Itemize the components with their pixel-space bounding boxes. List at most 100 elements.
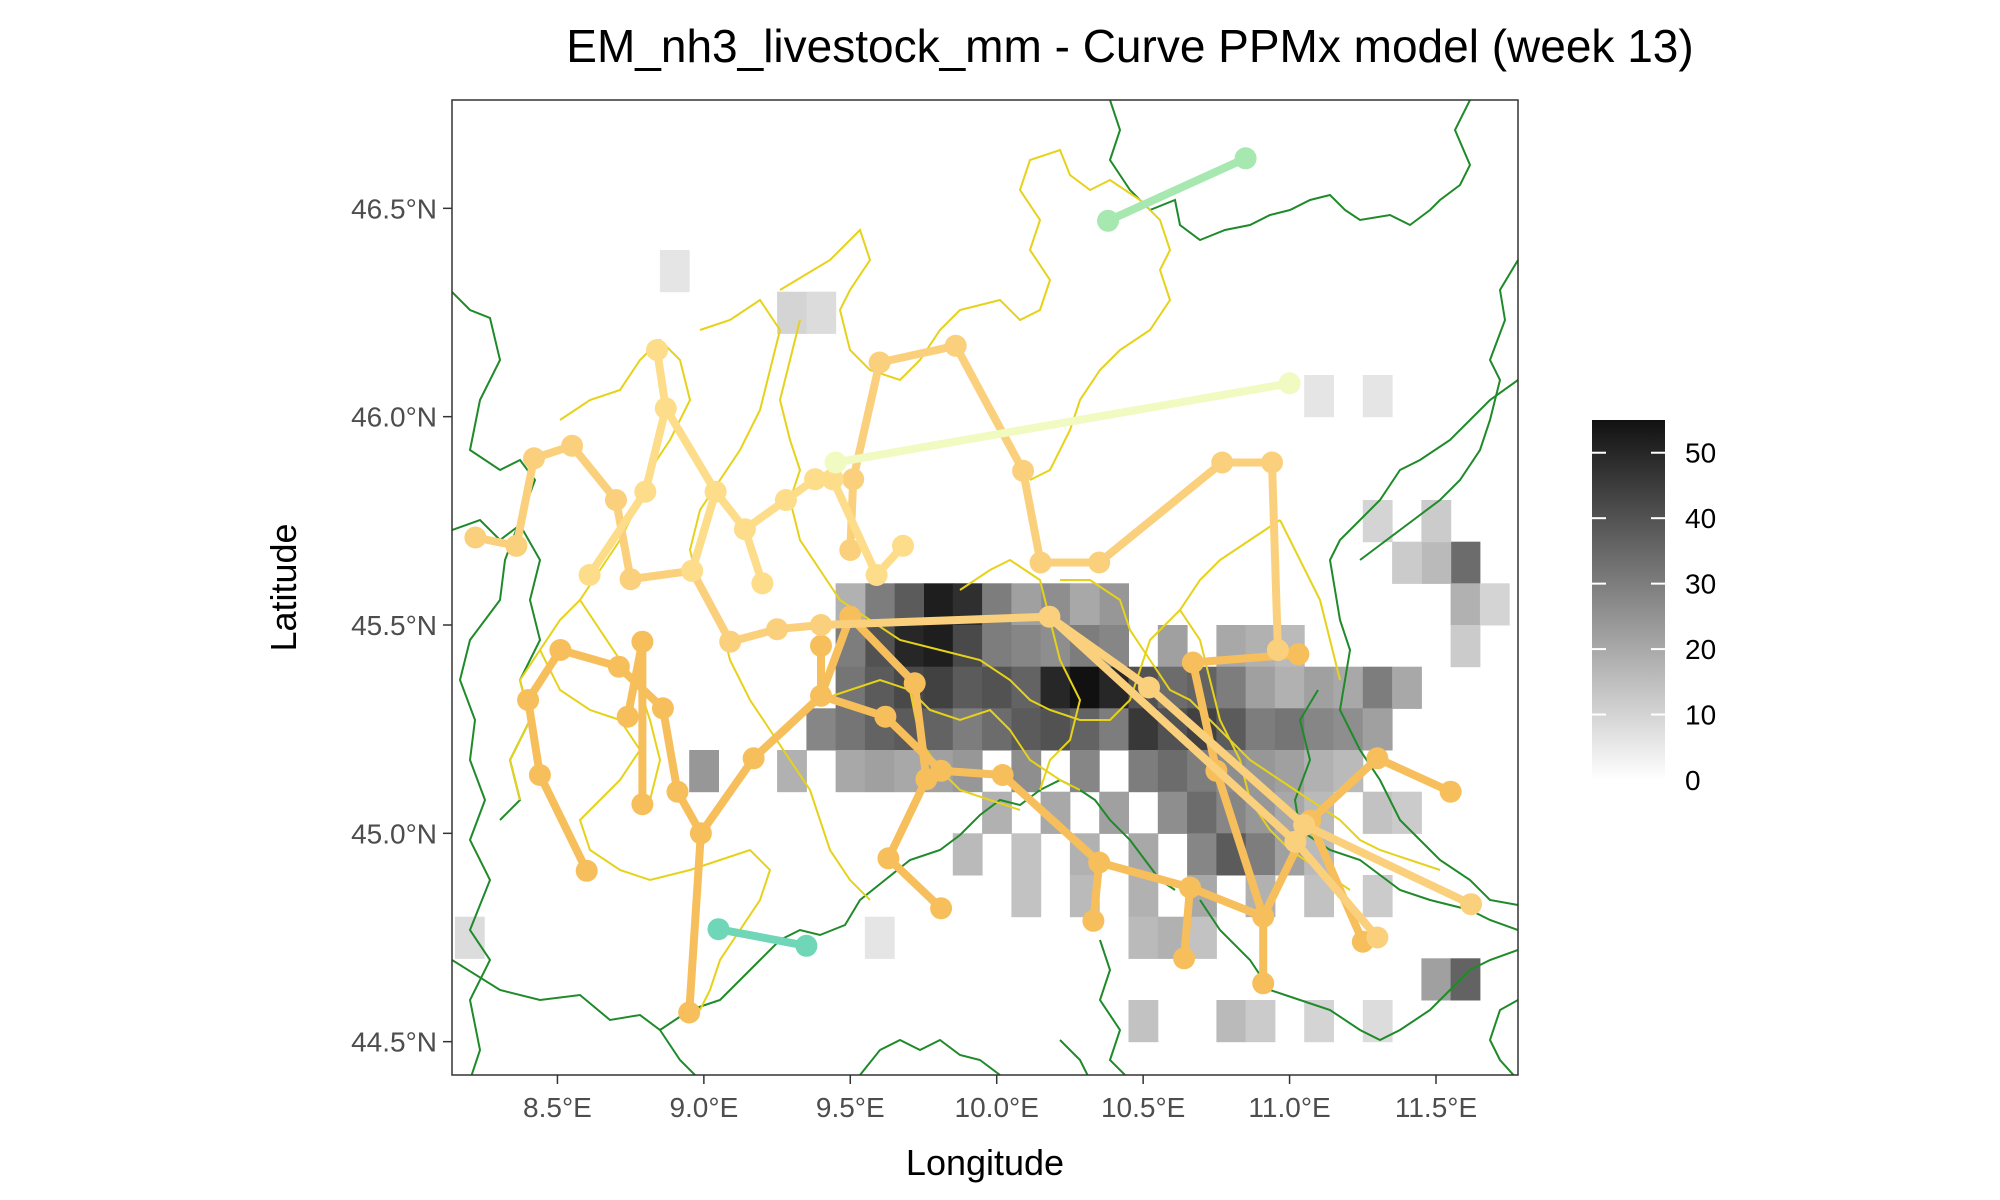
y-tick-label: 45.0°N	[351, 818, 437, 849]
curve-segment	[998, 771, 1104, 867]
curve-point	[810, 634, 832, 657]
curve-point	[842, 468, 865, 491]
curve-segment	[1268, 458, 1282, 654]
curve-point	[868, 351, 891, 374]
curve-point	[704, 480, 727, 503]
heatmap-cell	[864, 666, 895, 709]
y-tick-label: 44.5°N	[351, 1027, 437, 1058]
y-axis-title: Latitude	[263, 523, 304, 651]
curve-segment	[817, 691, 890, 721]
colorbar-tick-label: 40	[1685, 503, 1716, 534]
heatmap-cell	[1245, 666, 1276, 709]
curve-point	[1266, 639, 1289, 661]
heatmap-cell	[1304, 708, 1334, 751]
curve-point	[991, 764, 1014, 786]
curve-series-group	[824, 372, 1301, 474]
colorbar-tick-label: 0	[1685, 765, 1701, 796]
curve-point	[810, 684, 832, 707]
heatmap-cell	[1362, 708, 1393, 751]
outer-region-boundary	[1199, 899, 1518, 1042]
curve-point	[1181, 651, 1204, 674]
curve-segment	[951, 341, 1028, 475]
heatmap-cell	[1274, 708, 1305, 751]
heatmap-cell	[1187, 833, 1217, 876]
curve-point	[523, 447, 545, 470]
curve-point	[707, 918, 730, 941]
heatmap-cell	[777, 291, 807, 334]
heatmap-cell	[982, 625, 1012, 668]
x-tick-label: 9.0°E	[669, 1092, 738, 1123]
curve-point	[646, 339, 668, 361]
heatmap-cell	[1362, 500, 1393, 543]
curve-point	[654, 397, 677, 420]
outer-region-boundary	[1488, 999, 1518, 1075]
heatmap-cell	[1157, 750, 1188, 793]
heatmap-cell	[1128, 750, 1159, 793]
outer-region-boundary	[1328, 379, 1518, 906]
curve-point	[1287, 643, 1310, 666]
colorbar-tick-label: 50	[1685, 438, 1716, 469]
curve-segment	[1300, 821, 1476, 909]
heatmap-cell	[1245, 1000, 1276, 1043]
heatmap-cell	[952, 666, 983, 709]
region-boundaries	[452, 100, 1518, 1075]
curve-segment	[641, 404, 670, 496]
curve-point	[1029, 551, 1052, 574]
curve-segment	[884, 854, 946, 913]
curve-point	[605, 489, 627, 511]
curve-point	[824, 451, 847, 474]
curve-point	[631, 793, 654, 816]
x-axis: 8.5°E 9.0°E 9.5°E 10.0°E 10.5°E 11.0°E 11.5°E	[523, 1075, 1477, 1123]
heatmap-cell	[923, 666, 954, 709]
curve-segment	[696, 754, 758, 838]
curve-point	[1234, 147, 1257, 170]
colorbar-tick-label: 30	[1685, 569, 1716, 600]
heatmap-cell	[806, 291, 837, 334]
curve-point	[578, 564, 601, 586]
heatmap-cell	[1304, 666, 1334, 709]
curve-point	[1293, 814, 1316, 836]
heatmap-cell	[1274, 666, 1305, 709]
curve-point	[634, 480, 657, 503]
curve-point	[1038, 605, 1061, 628]
province-boundary	[538, 338, 772, 1011]
curve-point	[810, 614, 832, 636]
curve-point	[930, 897, 953, 920]
curve-series-group	[464, 334, 1483, 949]
curve-segment	[1095, 858, 1194, 892]
curve-segment	[585, 487, 650, 579]
curve-segment	[1373, 754, 1455, 796]
curve-point	[689, 822, 712, 845]
curve-segment	[1306, 754, 1382, 825]
heatmap-cell	[1187, 791, 1217, 834]
curve-point	[1284, 830, 1307, 853]
curve-series	[464, 147, 1483, 1024]
curve-segment	[910, 679, 931, 784]
y-tick-label: 46.5°N	[351, 193, 437, 224]
curve-segment	[1212, 766, 1268, 921]
heatmap-cell	[835, 708, 866, 751]
curve-point	[651, 697, 674, 720]
colorbar-gradient	[1592, 420, 1665, 780]
colorbar-legend: 0 10 20 30 40 50	[1592, 420, 1716, 796]
curve-segment	[875, 341, 960, 367]
x-axis-title: Longitude	[906, 1142, 1064, 1183]
curve-point	[549, 639, 572, 661]
curve-segment	[512, 454, 538, 550]
x-tick-label: 10.5°E	[1101, 1092, 1185, 1123]
curve-point	[839, 539, 862, 561]
heatmap-cell	[1392, 666, 1422, 709]
curve-segment	[612, 496, 635, 584]
curve-segment	[884, 775, 931, 863]
heatmap-cell	[454, 916, 485, 959]
heatmap-cell	[1128, 916, 1159, 959]
curve-segment	[749, 691, 825, 763]
curve-point	[678, 1001, 701, 1024]
curve-segment	[1145, 683, 1309, 829]
heatmap-cell	[894, 625, 924, 668]
heatmap-cell	[777, 750, 807, 793]
outer-region-boundary	[1359, 259, 1518, 561]
outer-region-boundary	[452, 778, 1176, 1032]
curve-segment	[1180, 883, 1194, 963]
